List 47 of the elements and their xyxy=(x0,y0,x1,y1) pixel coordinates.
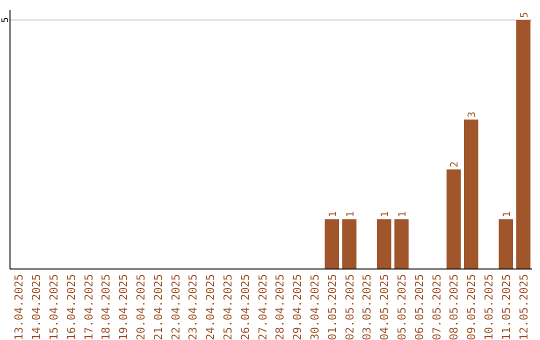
x-tick-label: 24.04.2025 xyxy=(204,274,218,340)
data-label: 2 xyxy=(450,161,461,168)
x-tick-label: 07.05.2025 xyxy=(430,274,444,340)
x-tick-label: 06.05.2025 xyxy=(412,274,426,340)
x-tick-label: 20.04.2025 xyxy=(134,274,148,340)
x-tick-label: 10.05.2025 xyxy=(482,274,496,340)
x-tick-label: 19.04.2025 xyxy=(117,274,130,340)
data-label: 3 xyxy=(467,112,478,118)
data-label: 5 xyxy=(519,12,530,18)
x-tick-label: 11.05.2025 xyxy=(500,274,513,340)
x-tick-label: 05.05.2025 xyxy=(396,274,408,340)
data-label: 1 xyxy=(398,211,408,218)
bar xyxy=(342,219,356,269)
x-tick-label: 25.04.2025 xyxy=(222,274,234,340)
x-tick-label: 17.04.2025 xyxy=(82,274,96,340)
x-tick-label: 16.04.2025 xyxy=(64,274,78,340)
x-tick-label: 28.04.2025 xyxy=(274,274,287,340)
data-label: 1 xyxy=(328,211,339,218)
data-label: 1 xyxy=(502,211,513,218)
x-tick-label: 23.04.2025 xyxy=(186,274,200,340)
x-tick-label: 29.04.2025 xyxy=(291,274,304,340)
ref-line-label: 5 xyxy=(1,17,11,23)
x-tick-label: 04.05.2025 xyxy=(378,274,392,340)
x-tick-label: 01.05.2025 xyxy=(326,274,339,340)
x-tick-label: 13.04.2025 xyxy=(12,274,26,340)
x-tick-label: 08.05.2025 xyxy=(448,274,461,340)
x-tick-label: 02.05.2025 xyxy=(343,274,356,340)
x-tick-label: 18.04.2025 xyxy=(100,274,113,340)
x-tick-label: 03.05.2025 xyxy=(360,274,374,340)
x-tick-label: 15.04.2025 xyxy=(48,274,60,340)
x-tick-label: 09.05.2025 xyxy=(465,274,478,340)
bar xyxy=(516,20,530,269)
data-label: 1 xyxy=(345,211,356,218)
x-tick-label: 21.04.2025 xyxy=(152,274,165,340)
x-tick-label: 30.04.2025 xyxy=(308,274,322,340)
x-tick-label: 22.04.2025 xyxy=(169,274,182,340)
bar xyxy=(464,120,478,269)
x-tick-label: 26.04.2025 xyxy=(238,274,252,340)
bar xyxy=(394,219,409,269)
bar xyxy=(446,169,461,269)
x-tick-label: 12.05.2025 xyxy=(517,274,530,340)
x-tick-label: 14.04.2025 xyxy=(30,274,44,340)
bar xyxy=(324,219,340,269)
data-label: 1 xyxy=(380,211,392,218)
bar xyxy=(498,219,514,269)
x-tick-label: 27.04.2025 xyxy=(256,274,270,340)
bar xyxy=(376,219,392,269)
